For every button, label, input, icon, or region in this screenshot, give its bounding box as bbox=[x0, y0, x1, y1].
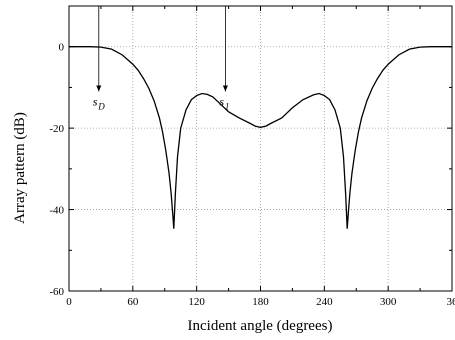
grid bbox=[69, 6, 452, 291]
tick-labels: 0 60 120 180 240 300 360-20-40-60 bbox=[49, 42, 455, 308]
x-tick-label: 120 bbox=[188, 296, 205, 308]
x-tick-label: 240 bbox=[316, 296, 333, 308]
x-axis-title: Incident angle (degrees) bbox=[188, 318, 333, 334]
x-tick-label: 0 bbox=[66, 296, 72, 308]
y-tick-label: 0 bbox=[59, 42, 65, 54]
y-tick-label: -60 bbox=[49, 286, 64, 298]
y-tick-label: -20 bbox=[49, 123, 64, 135]
annotation-subscript: D bbox=[97, 102, 105, 112]
annotation-label: s bbox=[93, 95, 98, 109]
y-axis-title: Array pattern (dB) bbox=[12, 112, 28, 224]
annotation-arrowhead bbox=[222, 85, 228, 92]
x-tick-label: 180 bbox=[252, 296, 269, 308]
x-tick-label: 36 bbox=[447, 296, 455, 308]
x-tick-label: 60 bbox=[127, 296, 139, 308]
annotation-arrowhead bbox=[96, 85, 102, 92]
series-line bbox=[69, 46, 452, 229]
plot-frame bbox=[68, 5, 453, 292]
annotation-label: s bbox=[219, 95, 224, 109]
x-tick-label: 300 bbox=[380, 296, 397, 308]
y-tick-label: -40 bbox=[49, 205, 64, 217]
annotation-subscript: 1 bbox=[225, 102, 230, 112]
